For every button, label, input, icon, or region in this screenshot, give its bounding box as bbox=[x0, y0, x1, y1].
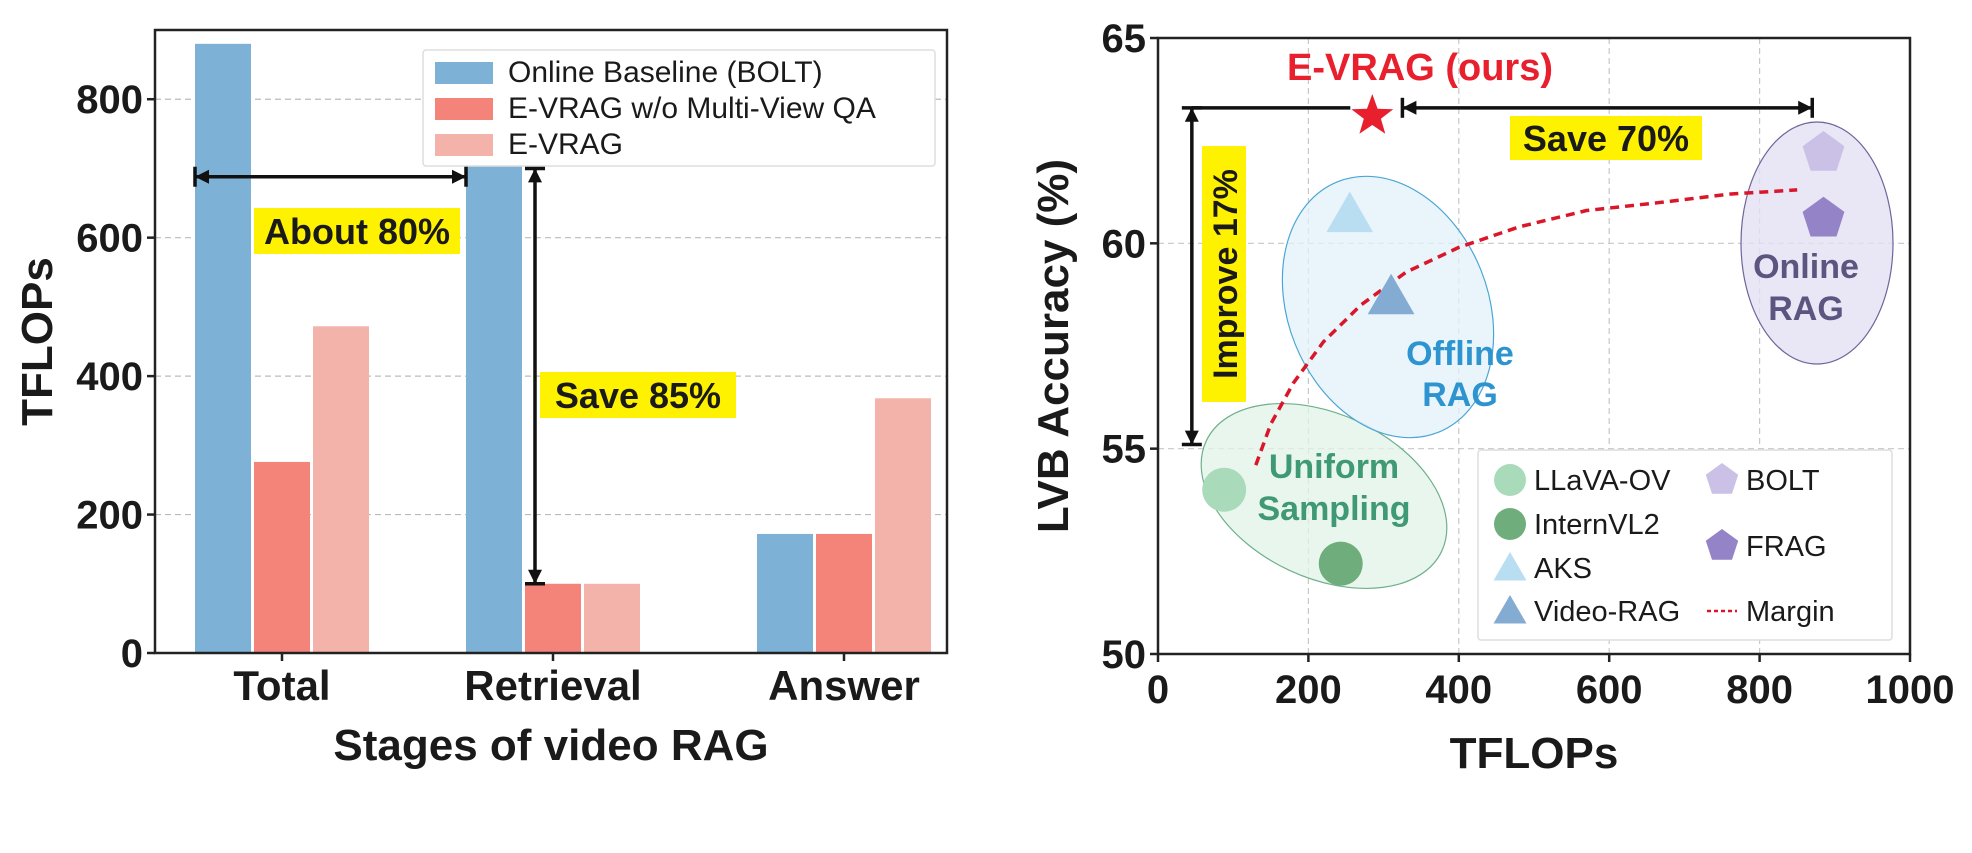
save-70-arrow-head-right bbox=[1798, 100, 1813, 115]
right-scatter-chart: UniformSamplingOfflineRAGOnlineRAGE-VRAG… bbox=[1029, 17, 1954, 778]
legend-marker-5 bbox=[1705, 529, 1739, 560]
legend-swatch-0 bbox=[435, 62, 493, 84]
region-label-line-1: Offline bbox=[1406, 335, 1514, 373]
legend: LLaVA-OV InternVL2 AKS Video-RAG BOLT FRAG Mar… bbox=[1477, 449, 1893, 641]
legend-label-2: E-VRAG bbox=[508, 128, 623, 161]
legend-swatch-2 bbox=[435, 134, 493, 156]
about-80-highlight bbox=[254, 208, 460, 254]
save-70-label: Save 70% bbox=[1523, 118, 1689, 159]
point-llava-ov bbox=[1202, 467, 1247, 512]
legend-label-6: Margin bbox=[1746, 596, 1835, 628]
point-bolt bbox=[1802, 131, 1845, 171]
y-tick-label: 55 bbox=[1102, 428, 1147, 472]
legend-label-1: E-VRAG w/o Multi-View QA bbox=[508, 92, 876, 125]
y-tick-label: 200 bbox=[76, 494, 143, 538]
save-70-highlight bbox=[1510, 116, 1702, 160]
x-tick-label: 600 bbox=[1576, 668, 1643, 712]
save-70-arrow-head-left bbox=[1402, 100, 1417, 115]
y-tick-label: 400 bbox=[76, 355, 143, 399]
improve-17-highlight bbox=[1202, 146, 1246, 402]
x-axis-label: Stages of video RAG bbox=[333, 721, 768, 770]
y-axis-label: LVB Accuracy (%) bbox=[1029, 159, 1078, 533]
legend-box bbox=[1477, 449, 1893, 641]
region-label-2: Online RAG bbox=[1753, 248, 1859, 328]
point-video-rag bbox=[1367, 273, 1415, 315]
e-vrag-label: E-VRAG (ours) bbox=[1287, 47, 1553, 89]
legend-marker-2 bbox=[1493, 552, 1527, 581]
legend-marker-0 bbox=[1494, 464, 1526, 496]
legend-label-0: LLaVA-OV bbox=[1534, 465, 1671, 497]
e-vrag-star bbox=[1351, 94, 1394, 134]
improve-17-arrow-head-bottom bbox=[1184, 430, 1199, 445]
legend-label-2: AKS bbox=[1534, 553, 1592, 585]
region-label-line-1: Uniform bbox=[1269, 448, 1399, 486]
legend-marker-4 bbox=[1705, 463, 1739, 494]
x-tick-label: 400 bbox=[1425, 668, 1492, 712]
y-tick-label: 600 bbox=[76, 217, 143, 261]
x-tick-label: Retrieval bbox=[464, 662, 641, 709]
bar-total-series-0 bbox=[195, 43, 251, 654]
y-tick-label: 50 bbox=[1102, 633, 1147, 677]
region-label-line-2: RAG bbox=[1768, 290, 1844, 328]
bar-answer-series-1 bbox=[816, 533, 872, 653]
bar-retrieval-series-1 bbox=[525, 583, 581, 653]
plot-frame bbox=[153, 28, 949, 655]
bar-total-series-1 bbox=[254, 461, 310, 653]
bar-answer-series-2 bbox=[875, 398, 931, 653]
region-label-line-1: Online bbox=[1753, 248, 1859, 286]
legend-label-0: Online Baseline (BOLT) bbox=[508, 56, 823, 89]
save-85-arrow-head-bottom bbox=[528, 569, 542, 584]
about-80-arrow-head-right bbox=[452, 169, 466, 184]
online-rag-region bbox=[1740, 121, 1894, 365]
point-internvl2 bbox=[1318, 541, 1363, 586]
y-axis-label: TFLOPs bbox=[13, 257, 62, 426]
x-tick-label: 200 bbox=[1275, 668, 1342, 712]
x-tick-label: 1000 bbox=[1866, 668, 1955, 712]
legend-marker-1 bbox=[1494, 508, 1526, 540]
bar-retrieval-series-0 bbox=[466, 164, 522, 653]
point-aks bbox=[1326, 191, 1374, 233]
bar-total-series-2 bbox=[313, 326, 369, 653]
save-85-highlight bbox=[540, 372, 736, 418]
y-tick-label: 60 bbox=[1102, 222, 1147, 266]
legend-label-5: FRAG bbox=[1746, 531, 1827, 563]
x-tick-label: Total bbox=[233, 662, 330, 709]
improve-17-arrow-head-top bbox=[1184, 107, 1199, 122]
legend-box bbox=[422, 49, 936, 167]
margin-curve bbox=[1254, 188, 1798, 466]
save-85-label: Save 85% bbox=[555, 375, 721, 416]
x-axis-label: TFLOPs bbox=[1450, 729, 1619, 778]
region-label-line-2: Sampling bbox=[1257, 490, 1410, 528]
improve-17-label: Improve 17% bbox=[1207, 169, 1245, 379]
plot-frame bbox=[1156, 36, 1912, 656]
point-frag bbox=[1802, 196, 1845, 237]
y-tick-label: 65 bbox=[1102, 17, 1147, 61]
save-85-arrow-head-top bbox=[528, 168, 542, 183]
x-tick-label: Answer bbox=[768, 662, 920, 709]
legend-swatch-1 bbox=[435, 98, 493, 120]
legend-label-4: BOLT bbox=[1746, 465, 1820, 497]
bar-retrieval-series-2 bbox=[584, 583, 640, 653]
about-80-label: About 80% bbox=[264, 211, 450, 252]
region-label-0: Uniform Sampling bbox=[1257, 448, 1410, 528]
bar-answer-series-0 bbox=[757, 533, 813, 653]
legend: Online Baseline (BOLT)E-VRAG w/o Multi-V… bbox=[422, 49, 936, 167]
legend-marker-3 bbox=[1493, 595, 1527, 624]
legend-label-3: Video-RAG bbox=[1534, 596, 1680, 628]
x-tick-label: 0 bbox=[1147, 668, 1169, 712]
x-tick-label: 800 bbox=[1726, 668, 1793, 712]
left-bar-chart: 0 200 400 600 800 Total Retrieval AnswerStages … bbox=[13, 28, 949, 770]
about-80-arrow-head-left bbox=[195, 169, 209, 184]
legend-label-1: InternVL2 bbox=[1534, 509, 1660, 541]
y-tick-label: 800 bbox=[76, 78, 143, 122]
y-tick-label: 0 bbox=[121, 632, 143, 676]
region-label-line-2: RAG bbox=[1422, 376, 1498, 414]
